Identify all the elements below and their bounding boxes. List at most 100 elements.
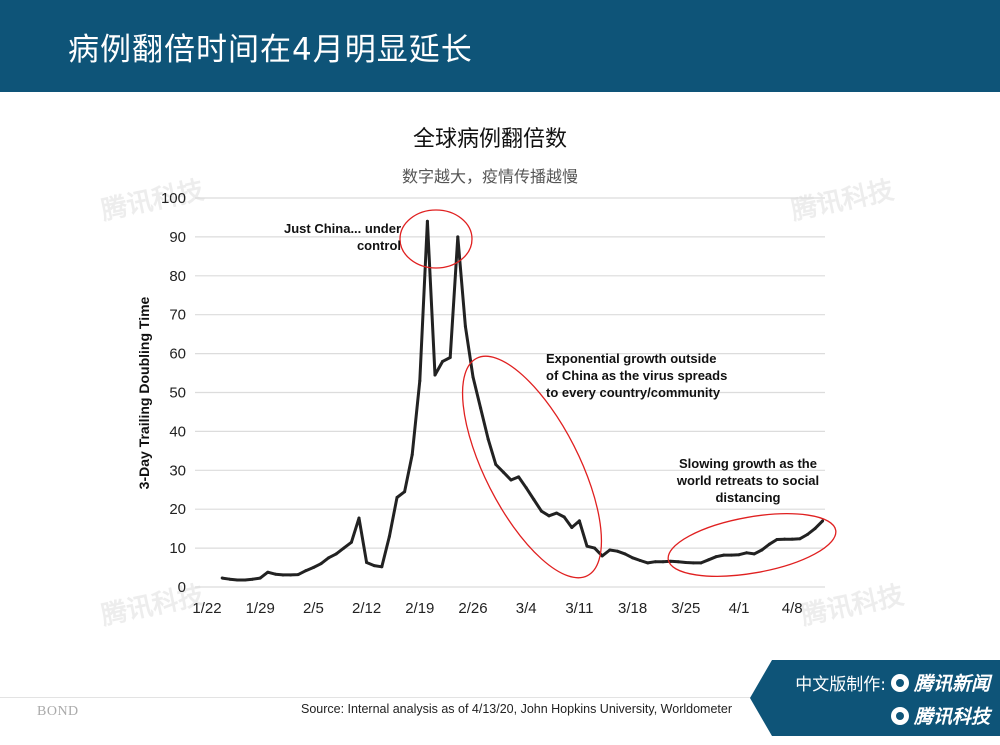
data-point [813, 527, 817, 531]
data-point [745, 551, 749, 555]
data-point [273, 572, 277, 576]
data-point [684, 560, 688, 564]
annotation-slow-line3: distancing [715, 490, 780, 505]
data-point [615, 549, 619, 553]
y-tick-label: 70 [169, 307, 186, 324]
data-point [532, 497, 536, 501]
bond-logo: BOND [37, 704, 79, 719]
y-tick-label: 100 [161, 190, 186, 207]
data-point [220, 576, 224, 580]
data-point [403, 490, 407, 494]
annotation-ellipse-exponential [461, 355, 603, 579]
x-tick-label: 3/11 [565, 600, 593, 617]
data-point [608, 548, 612, 552]
data-point [509, 478, 513, 482]
data-point [714, 555, 718, 559]
data-point [729, 553, 733, 557]
data-point [805, 532, 809, 536]
data-point [631, 556, 635, 560]
annotation-ellipse-slowing [667, 513, 837, 577]
data-point [722, 553, 726, 557]
data-point [676, 560, 680, 564]
data-point [646, 561, 650, 565]
annotation-exp-line3: to every country/community [546, 385, 721, 400]
data-point [479, 406, 483, 410]
data-point [760, 548, 764, 552]
data-point [456, 235, 460, 239]
brand-tencent-news: 腾讯新闻 [913, 673, 990, 695]
chart-subtitle: 数字越大，疫情传播越慢 [401, 167, 578, 186]
data-point [707, 558, 711, 562]
data-point [691, 561, 695, 565]
data-point [258, 576, 262, 580]
y-tick-label: 80 [169, 268, 186, 285]
data-point [395, 496, 399, 500]
badge-label: 中文版制作: [795, 675, 886, 695]
data-point [539, 509, 543, 513]
annotation-china-line1: Just China... under [284, 221, 401, 236]
y-axis-label: 3-Day Trailing Doubling Time [136, 296, 152, 489]
data-point [517, 475, 521, 479]
page-title: 病例翻倍时间在4月明显延长 [68, 32, 473, 68]
data-point [501, 470, 505, 474]
y-tick-label: 90 [169, 229, 186, 246]
data-point [767, 542, 771, 546]
y-tick-label: 10 [169, 540, 186, 557]
data-point [669, 559, 673, 563]
data-point [235, 578, 239, 582]
data-point [289, 573, 293, 577]
data-point [821, 519, 825, 523]
header-bar: 病例翻倍时间在4月明显延长 [0, 0, 1000, 92]
y-tick-label: 60 [169, 346, 186, 363]
data-point [661, 560, 665, 564]
data-point [319, 562, 323, 566]
data-point [623, 552, 627, 556]
data-point [441, 359, 445, 363]
x-tick-label: 4/8 [782, 600, 803, 617]
data-point [228, 577, 232, 581]
data-point [653, 560, 657, 564]
source-note: Source: Internal analysis as of 4/13/20,… [301, 702, 732, 716]
data-point [433, 373, 437, 377]
data-point [585, 544, 589, 548]
y-tick-label: 0 [178, 579, 186, 596]
data-point [243, 578, 247, 582]
x-tick-label: 2/12 [352, 600, 381, 617]
data-point [737, 553, 741, 557]
data-point [266, 570, 270, 574]
data-point [387, 534, 391, 538]
data-point [524, 486, 528, 490]
annotation-slow-line1: Slowing growth as the [679, 456, 817, 471]
y-tick-label: 20 [169, 501, 186, 518]
data-point [699, 561, 703, 565]
data-point [570, 525, 574, 529]
data-point [783, 537, 787, 541]
data-point [365, 560, 369, 564]
data-point [638, 559, 642, 563]
data-point [547, 514, 551, 518]
y-tick-label: 50 [169, 385, 186, 402]
data-point [448, 355, 452, 359]
data-point [562, 515, 566, 519]
data-point [349, 540, 353, 544]
data-point [463, 324, 467, 328]
data-point [327, 556, 331, 560]
tencent-logo-icon [890, 706, 909, 725]
data-point [357, 516, 361, 520]
data-point [334, 552, 338, 556]
data-point [304, 569, 308, 573]
data-point [486, 437, 490, 441]
annotation-circle-china [399, 209, 473, 269]
data-point [425, 219, 429, 223]
annotation-slow-line2: world retreats to social [676, 473, 819, 488]
credits-badge: 中文版制作: 腾讯新闻 腾讯科技 [750, 660, 1000, 736]
annotation-exp-line1: Exponential growth outside [546, 351, 716, 366]
data-point [593, 546, 597, 550]
brand-tencent-tech: 腾讯科技 [913, 706, 990, 728]
tencent-logo-icon [890, 673, 909, 692]
y-tick-label: 40 [169, 423, 186, 440]
data-point [380, 565, 384, 569]
badge-row-tech: 腾讯科技 [890, 702, 990, 729]
data-point [342, 546, 346, 550]
x-tick-label: 3/18 [618, 600, 647, 617]
